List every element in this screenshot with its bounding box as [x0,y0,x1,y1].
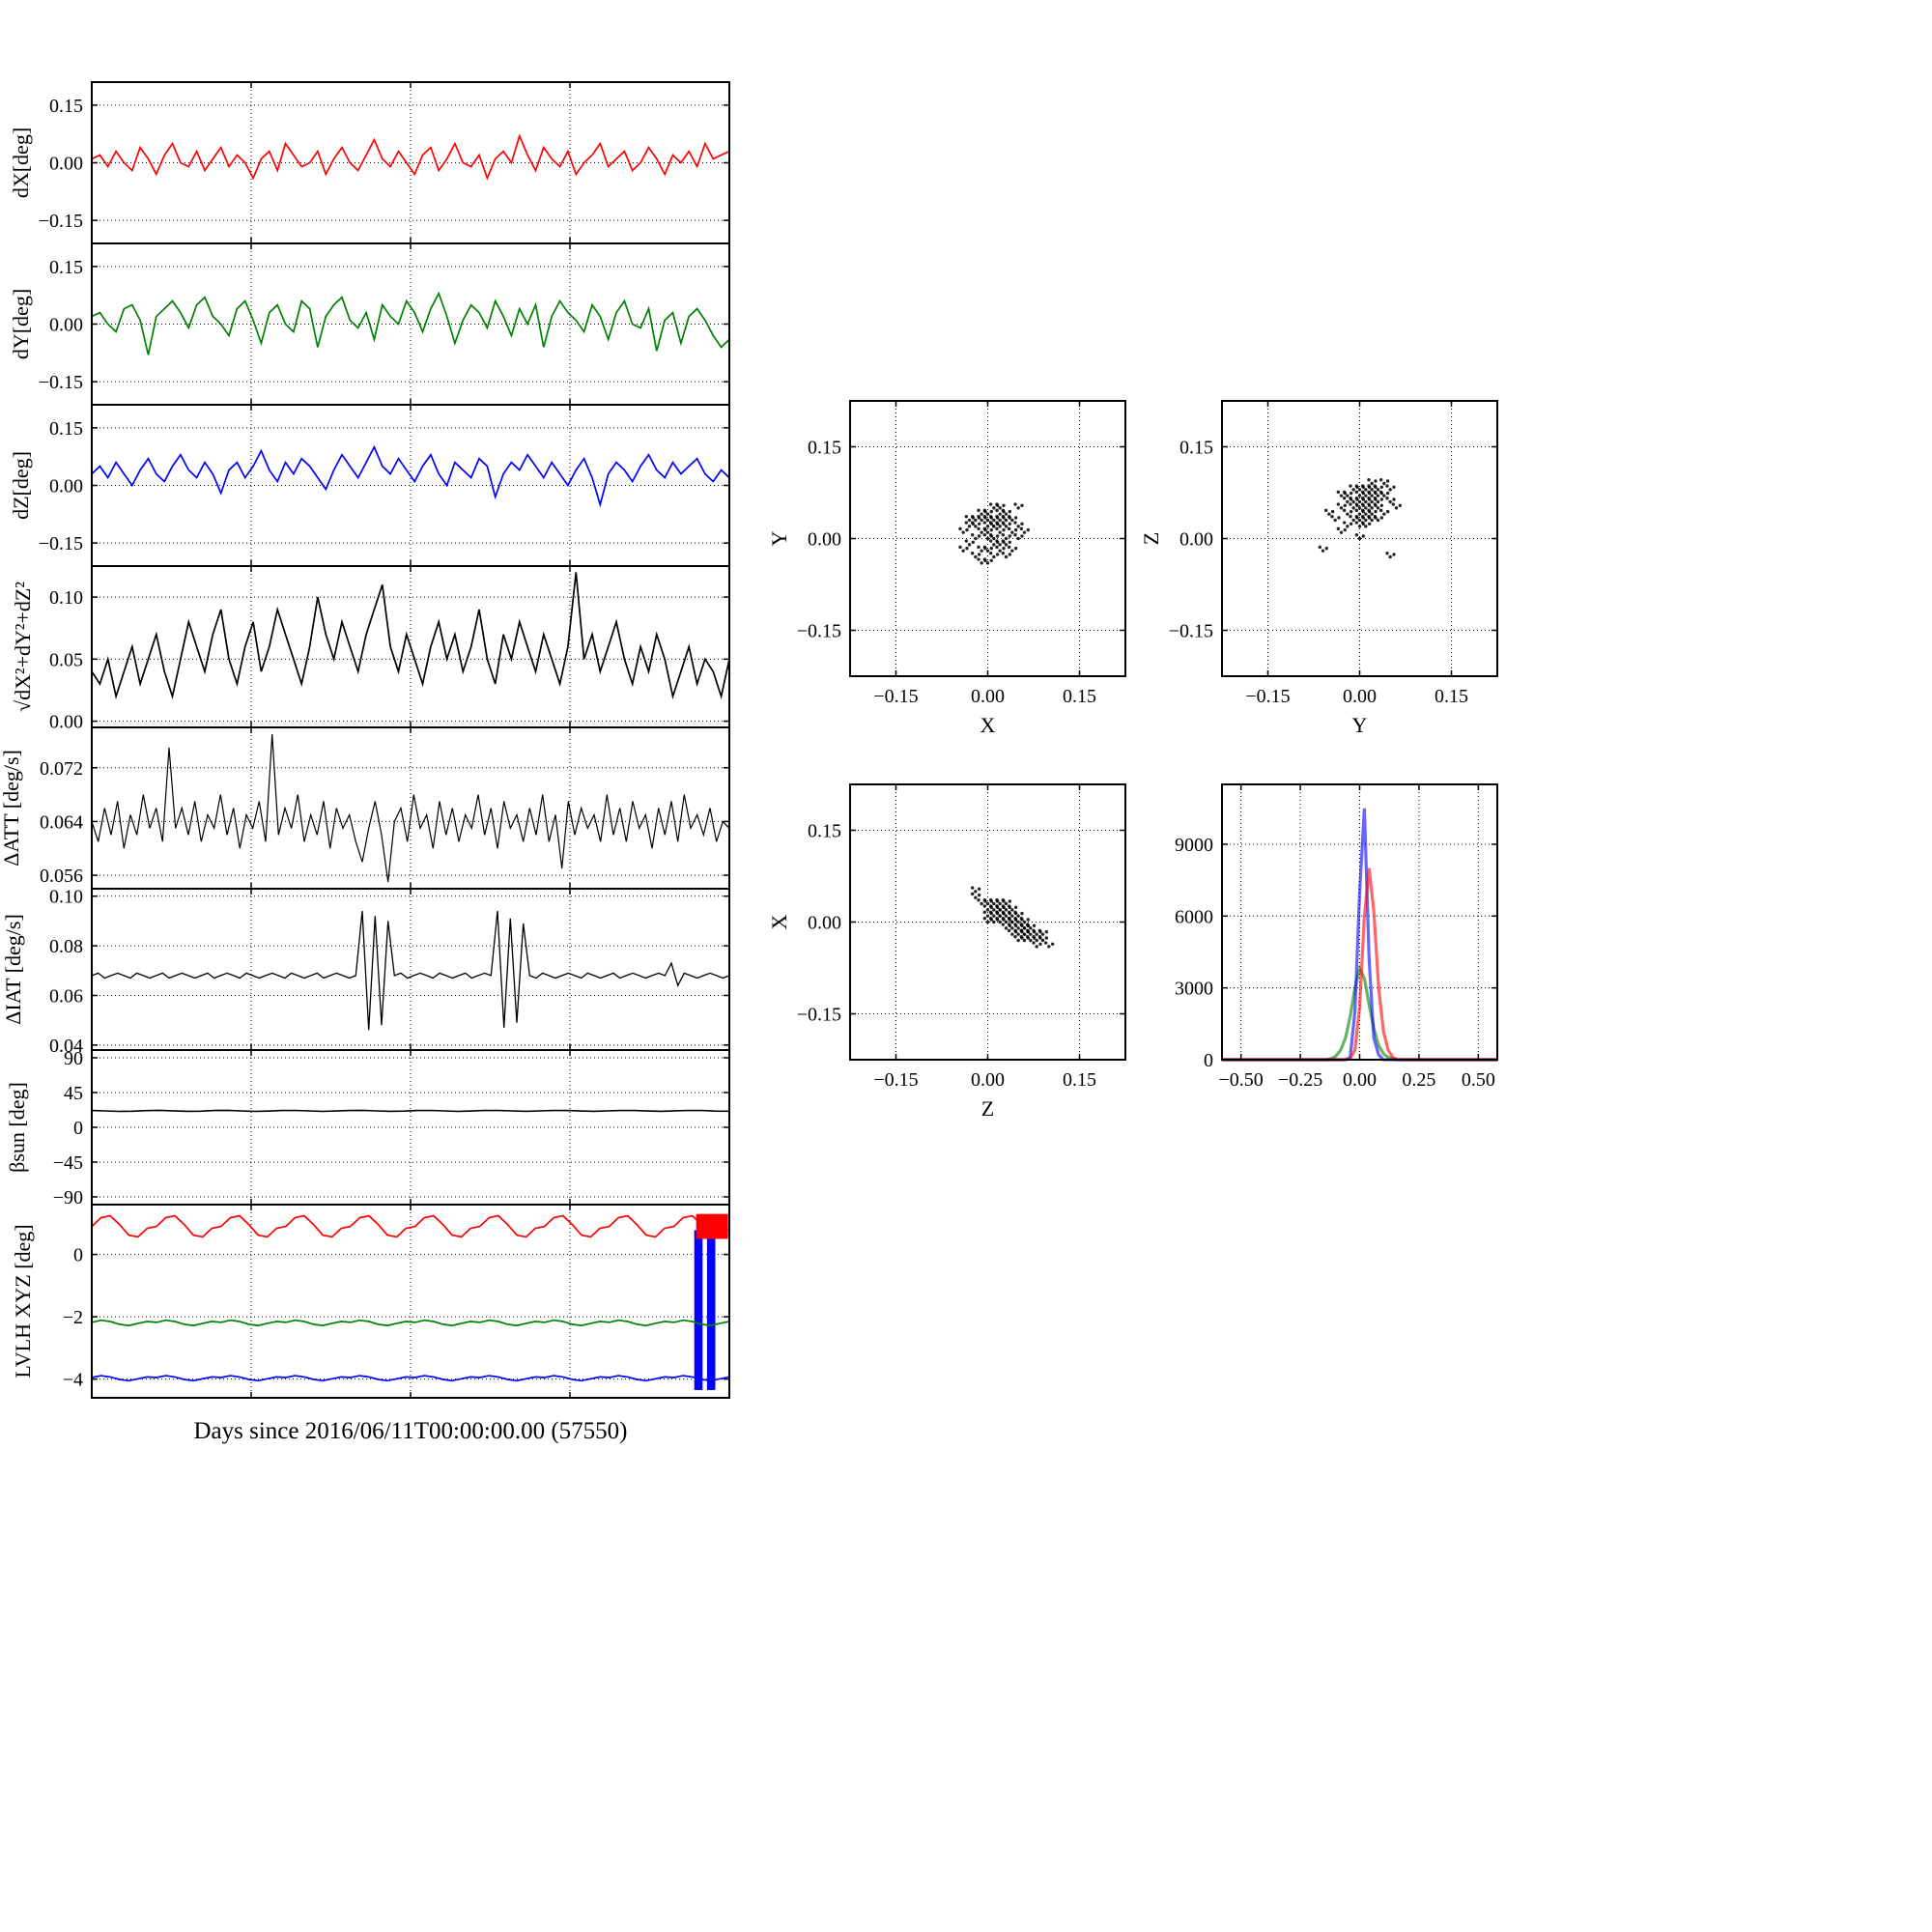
svg-text:0.10: 0.10 [49,587,83,609]
svg-text:dZ[deg]: dZ[deg] [9,451,33,520]
svg-text:0.00: 0.00 [1343,1069,1377,1091]
svg-text:0.15: 0.15 [49,257,83,278]
scatter-zx: −0.15 0.00 0.15 0.15 0.00 −0.15 X Z [767,783,1126,1121]
svg-text:0.00: 0.00 [49,154,83,175]
svg-text:0.10: 0.10 [49,887,83,908]
svg-text:−0.15: −0.15 [873,1069,918,1091]
svg-text:0.15: 0.15 [1063,1069,1096,1091]
svg-text:0.056: 0.056 [40,866,83,887]
svg-text:−0.15: −0.15 [797,621,841,642]
svg-text:3000: 3000 [1175,979,1213,1000]
svg-text:0.15: 0.15 [1435,686,1468,707]
svg-text:dY[deg]: dY[deg] [9,289,33,359]
svg-text:βsun [deg]: βsun [deg] [5,1082,29,1173]
svg-text:0.15: 0.15 [808,821,841,842]
svg-text:0.00: 0.00 [1179,529,1213,551]
svg-text:−0.15: −0.15 [39,211,83,232]
svg-text:0.04: 0.04 [49,1036,83,1057]
svg-text:X: X [767,914,791,929]
svg-text:0: 0 [73,1118,83,1139]
svg-text:0.00: 0.00 [971,1069,1005,1091]
panel-lvlh-xyz-timeseries: 0 −2 −4 LVLH XYZ [deg] [11,1204,730,1399]
panel-delta-att-timeseries: 0.072 0.064 0.056 ΔATT [deg/s] [0,726,730,890]
svg-text:9000: 9000 [1175,835,1213,856]
panel-beta-sun-timeseries: 90 45 0 −45 −90 βsun [deg] [5,1048,730,1208]
svg-text:−2: −2 [63,1307,83,1328]
svg-text:0.072: 0.072 [40,758,83,780]
panel-delta-iat-timeseries: 0.10 0.08 0.06 0.04 ΔIAT [deg/s] [1,887,730,1057]
svg-text:0.15: 0.15 [808,438,841,459]
svg-text:Z: Z [1139,532,1163,545]
svg-text:LVLH XYZ [deg]: LVLH XYZ [deg] [11,1224,35,1378]
svg-text:−0.15: −0.15 [39,533,83,554]
svg-text:0.00: 0.00 [49,712,83,733]
svg-text:0.00: 0.00 [1343,686,1377,707]
svg-text:−0.15: −0.15 [39,372,83,393]
scatter-yz: −0.15 0.00 0.15 0.15 0.00 −0.15 Z Y [1139,400,1498,737]
svg-text:0.15: 0.15 [49,96,83,117]
x-axis-label: Days since 2016/06/11T00:00:00.00 (57550… [193,1418,628,1444]
svg-text:0.25: 0.25 [1402,1069,1435,1091]
svg-text:ΔATT [deg/s]: ΔATT [deg/s] [0,750,23,867]
svg-text:−0.15: −0.15 [797,1005,841,1026]
svg-text:0.05: 0.05 [49,649,83,670]
svg-text:ΔIAT [deg/s]: ΔIAT [deg/s] [1,914,25,1025]
svg-text:Y: Y [1352,713,1368,737]
svg-text:−45: −45 [53,1152,83,1174]
svg-text:0.00: 0.00 [49,315,83,336]
svg-text:−4: −4 [63,1370,83,1391]
svg-text:0: 0 [73,1245,83,1266]
svg-text:90: 90 [64,1048,83,1069]
svg-text:0.15: 0.15 [1063,686,1096,707]
svg-text:X: X [980,713,996,737]
svg-text:0.00: 0.00 [808,529,841,551]
svg-text:0.08: 0.08 [49,936,83,957]
svg-text:0.06: 0.06 [49,985,83,1007]
svg-text:0: 0 [1204,1050,1213,1071]
panel-dy-timeseries: 0.15 0.00 −0.15 dY[deg] [9,242,730,406]
svg-text:−0.15: −0.15 [873,686,918,707]
svg-text:45: 45 [64,1083,83,1104]
svg-text:0.50: 0.50 [1462,1069,1495,1091]
svg-text:6000: 6000 [1175,906,1213,927]
svg-text:0.00: 0.00 [971,686,1005,707]
svg-text:Z: Z [981,1096,994,1121]
svg-text:−90: −90 [53,1187,83,1208]
svg-text:−0.15: −0.15 [1245,686,1290,707]
svg-text:dX[deg]: dX[deg] [9,128,33,198]
panel-dz-timeseries: 0.15 0.00 −0.15 dZ[deg] [9,404,730,567]
panel-magnitude-timeseries: 0.10 0.05 0.00 √dX²+dY²+dZ² [11,565,730,733]
svg-text:√dX²+dY²+dZ²: √dX²+dY²+dZ² [11,582,35,712]
scatter-xy: −0.15 0.00 0.15 0.15 0.00 −0.15 Y X [767,400,1126,737]
svg-text:0.00: 0.00 [49,476,83,497]
svg-text:−0.50: −0.50 [1219,1069,1264,1091]
svg-text:Y: Y [767,530,791,546]
svg-text:0.15: 0.15 [1179,438,1213,459]
svg-text:−0.25: −0.25 [1278,1069,1322,1091]
svg-text:0.00: 0.00 [808,913,841,934]
histogram-panel: −0.50 −0.25 0.00 0.25 0.50 9000 6000 3000 0 [1175,783,1498,1091]
svg-text:0.15: 0.15 [49,418,83,440]
svg-text:0.064: 0.064 [40,811,83,833]
svg-text:−0.15: −0.15 [1169,621,1213,642]
panel-dx-timeseries: 0.15 0.00 −0.15 dX[deg] [9,81,730,244]
